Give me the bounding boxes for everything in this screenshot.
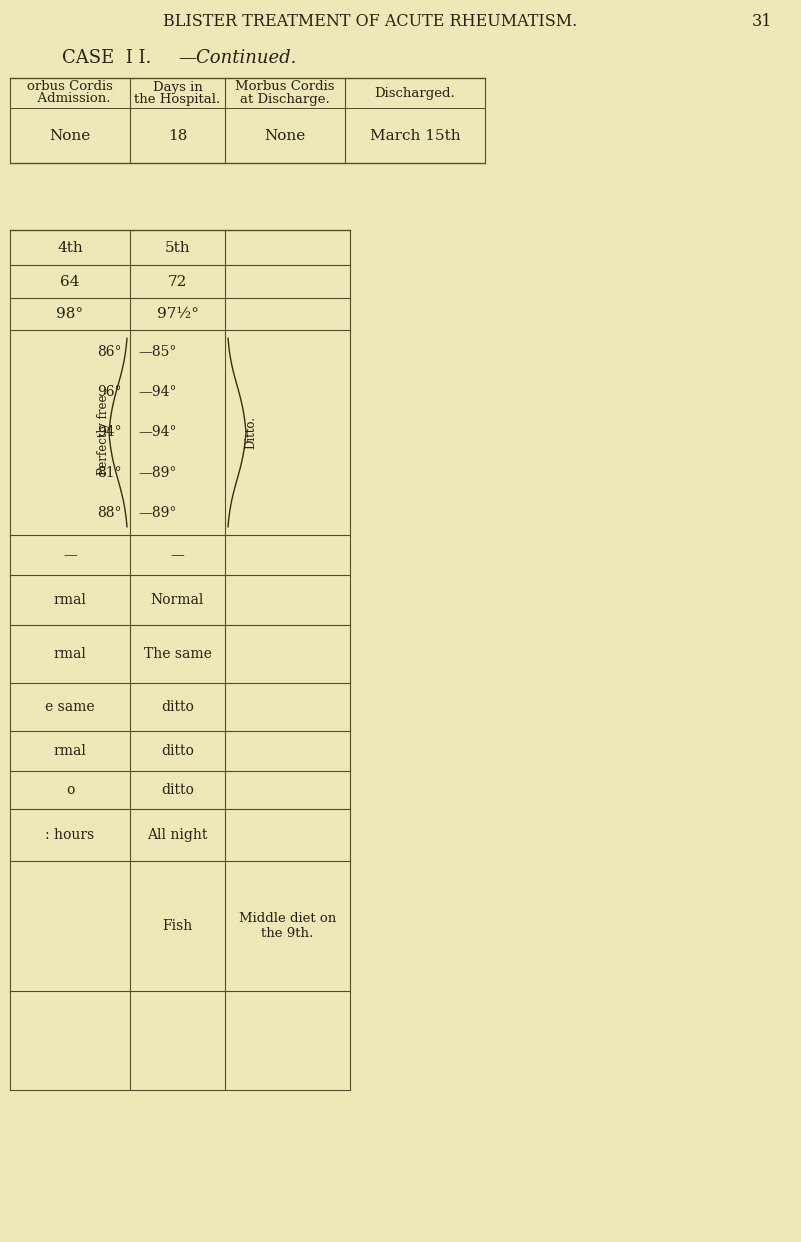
Text: Admission.: Admission. — [30, 92, 111, 106]
Text: 31: 31 — [752, 14, 772, 31]
Text: CASE  I I.: CASE I I. — [62, 48, 151, 67]
Text: 97½°: 97½° — [156, 307, 199, 320]
Text: 96°: 96° — [98, 385, 122, 399]
Text: 98°: 98° — [56, 307, 83, 320]
Text: orbus Cordis: orbus Cordis — [27, 81, 113, 93]
Text: at Discharge.: at Discharge. — [240, 92, 330, 106]
Text: 81°: 81° — [98, 466, 122, 479]
Text: rmal: rmal — [54, 592, 87, 607]
Text: None: None — [264, 129, 306, 143]
Text: ditto: ditto — [161, 782, 194, 797]
Text: —89°: —89° — [138, 466, 176, 479]
Text: The same: The same — [143, 647, 211, 661]
Text: ditto: ditto — [161, 744, 194, 758]
Text: 5th: 5th — [165, 241, 191, 255]
Text: 18: 18 — [168, 129, 187, 143]
Text: —: — — [63, 548, 77, 561]
Text: —89°: —89° — [138, 505, 176, 520]
Text: None: None — [50, 129, 91, 143]
Text: —94°: —94° — [138, 385, 176, 399]
Text: ditto: ditto — [161, 700, 194, 714]
Text: —85°: —85° — [138, 345, 176, 359]
Text: : hours: : hours — [46, 828, 95, 842]
Text: BLISTER TREATMENT OF ACUTE RHEUMATISM.: BLISTER TREATMENT OF ACUTE RHEUMATISM. — [163, 14, 578, 31]
Text: March 15th: March 15th — [370, 129, 461, 143]
Text: —: — — [171, 548, 184, 561]
Text: 88°: 88° — [98, 505, 122, 520]
Text: the Hospital.: the Hospital. — [135, 92, 220, 106]
Text: 64: 64 — [60, 274, 80, 288]
Text: Perfectly free.: Perfectly free. — [98, 390, 111, 474]
Text: 94°: 94° — [98, 426, 122, 440]
Text: Ditto.: Ditto. — [244, 416, 257, 450]
Text: Fish: Fish — [163, 919, 192, 933]
Text: 86°: 86° — [98, 345, 122, 359]
Text: All night: All night — [147, 828, 207, 842]
Text: 4th: 4th — [57, 241, 83, 255]
Text: rmal: rmal — [54, 647, 87, 661]
Text: o: o — [66, 782, 74, 797]
Text: e same: e same — [45, 700, 95, 714]
Text: 72: 72 — [168, 274, 187, 288]
Text: Discharged.: Discharged. — [375, 87, 456, 99]
Text: —94°: —94° — [138, 426, 176, 440]
Text: Normal: Normal — [151, 592, 204, 607]
Text: rmal: rmal — [54, 744, 87, 758]
Text: Morbus Cordis: Morbus Cordis — [235, 81, 335, 93]
Text: Days in: Days in — [153, 81, 203, 93]
Text: —Continued.: —Continued. — [178, 48, 296, 67]
Text: Middle diet on
the 9th.: Middle diet on the 9th. — [239, 912, 336, 940]
